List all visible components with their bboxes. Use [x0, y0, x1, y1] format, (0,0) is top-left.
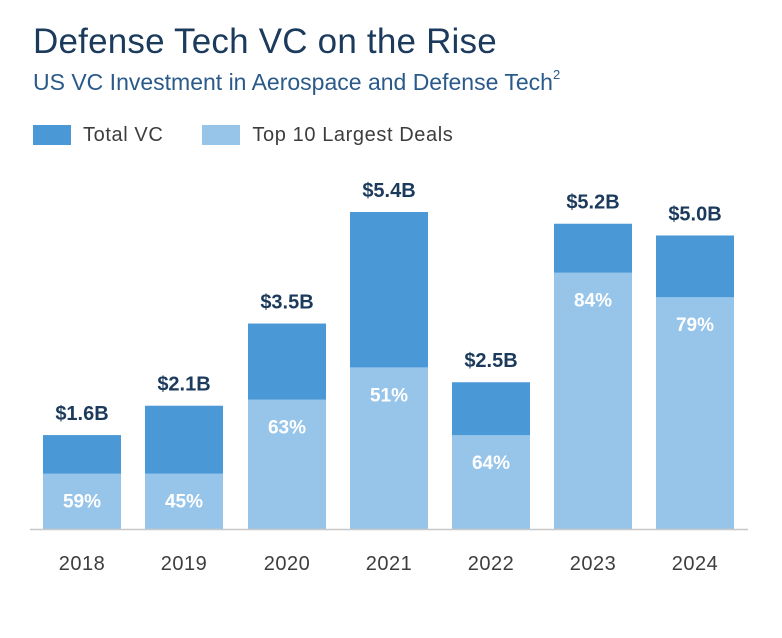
- subtitle-footnote: 2: [552, 67, 561, 83]
- x-tick-label-2022: 2022: [468, 553, 515, 575]
- total-value-label-2022: $2.5B: [464, 350, 517, 372]
- chart-title: Defense Tech VC on the Rise: [33, 22, 497, 61]
- bar-top10-2018: [43, 473, 121, 529]
- share-label-2024: 79%: [676, 315, 714, 336]
- share-label-2019: 45%: [165, 492, 203, 513]
- total-value-label-2020: $3.5B: [260, 292, 313, 314]
- legend-item-top10: Top 10 Largest Deals: [202, 124, 453, 147]
- share-label-2020: 63%: [268, 418, 306, 439]
- x-tick-label-2020: 2020: [264, 553, 311, 575]
- share-label-2021: 51%: [370, 385, 408, 406]
- legend-swatch-total-vc: [33, 125, 71, 145]
- share-label-2018: 59%: [63, 492, 101, 513]
- legend-label-top10: Top 10 Largest Deals: [252, 123, 454, 146]
- total-value-label-2024: $5.0B: [668, 203, 721, 225]
- legend-swatch-top10: [202, 125, 241, 145]
- x-tick-label-2021: 2021: [366, 553, 413, 575]
- legend-item-total-vc: Total VC: [33, 124, 163, 147]
- chart-subtitle: US VC Investment in Aerospace and Defens…: [33, 67, 561, 96]
- x-tick-label-2023: 2023: [570, 553, 617, 575]
- bar-top10-2023: [554, 272, 632, 529]
- x-tick-label-2024: 2024: [672, 553, 719, 575]
- total-value-label-2023: $5.2B: [566, 192, 619, 214]
- share-label-2023: 84%: [574, 291, 612, 312]
- bar-top10-2019: [145, 473, 223, 529]
- total-value-label-2019: $2.1B: [157, 374, 210, 396]
- bar-top10-2022: [452, 435, 530, 529]
- share-label-2022: 64%: [472, 453, 510, 474]
- bar-top10-2021: [350, 367, 428, 529]
- bar-top10-2020: [248, 399, 326, 529]
- total-value-label-2021: $5.4B: [362, 180, 415, 202]
- x-tick-label-2018: 2018: [59, 553, 106, 575]
- bar-top10-2024: [656, 297, 734, 529]
- subtitle-text: US VC Investment in Aerospace and Defens…: [33, 69, 553, 95]
- chart-legend: Total VC Top 10 Largest Deals: [33, 122, 492, 148]
- legend-label-total-vc: Total VC: [83, 123, 164, 146]
- total-value-label-2018: $1.6B: [55, 403, 108, 425]
- x-tick-label-2019: 2019: [161, 553, 208, 575]
